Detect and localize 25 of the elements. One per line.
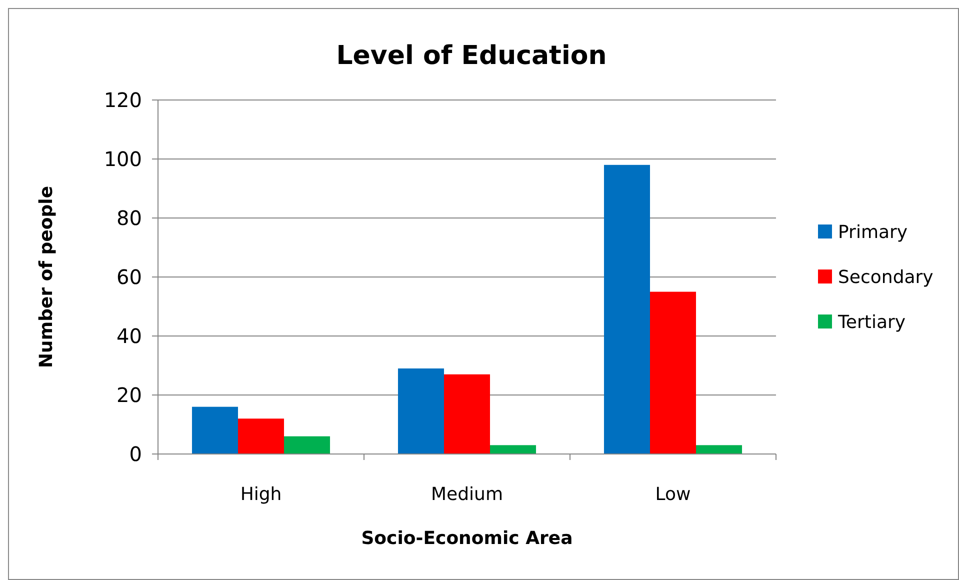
bar <box>650 292 696 454</box>
legend-label: Tertiary <box>837 312 906 333</box>
x-tick-label: High <box>240 484 282 505</box>
bar <box>490 445 536 454</box>
y-tick-label: 60 <box>116 265 142 289</box>
y-tick-label: 100 <box>104 147 142 171</box>
bar <box>284 436 330 454</box>
bar <box>192 406 238 454</box>
y-tick-label: 80 <box>116 206 142 230</box>
bar <box>238 418 284 454</box>
bar <box>604 164 650 454</box>
bar <box>696 445 742 454</box>
x-tick-label: Medium <box>431 484 503 505</box>
y-axis-title: Number of people <box>36 186 57 368</box>
chart-title: Level of Education <box>336 41 607 71</box>
legend-label: Primary <box>838 222 908 243</box>
x-tick-label: Low <box>655 484 691 505</box>
y-tick-label: 20 <box>116 383 142 407</box>
legend-label: Secondary <box>838 266 934 288</box>
y-tick-label: 120 <box>104 88 142 112</box>
bar <box>398 368 444 454</box>
bar <box>444 374 490 454</box>
y-tick-label: 40 <box>116 324 142 348</box>
x-axis-title: Socio-Economic Area <box>361 528 573 549</box>
y-tick-label: 0 <box>129 442 142 466</box>
